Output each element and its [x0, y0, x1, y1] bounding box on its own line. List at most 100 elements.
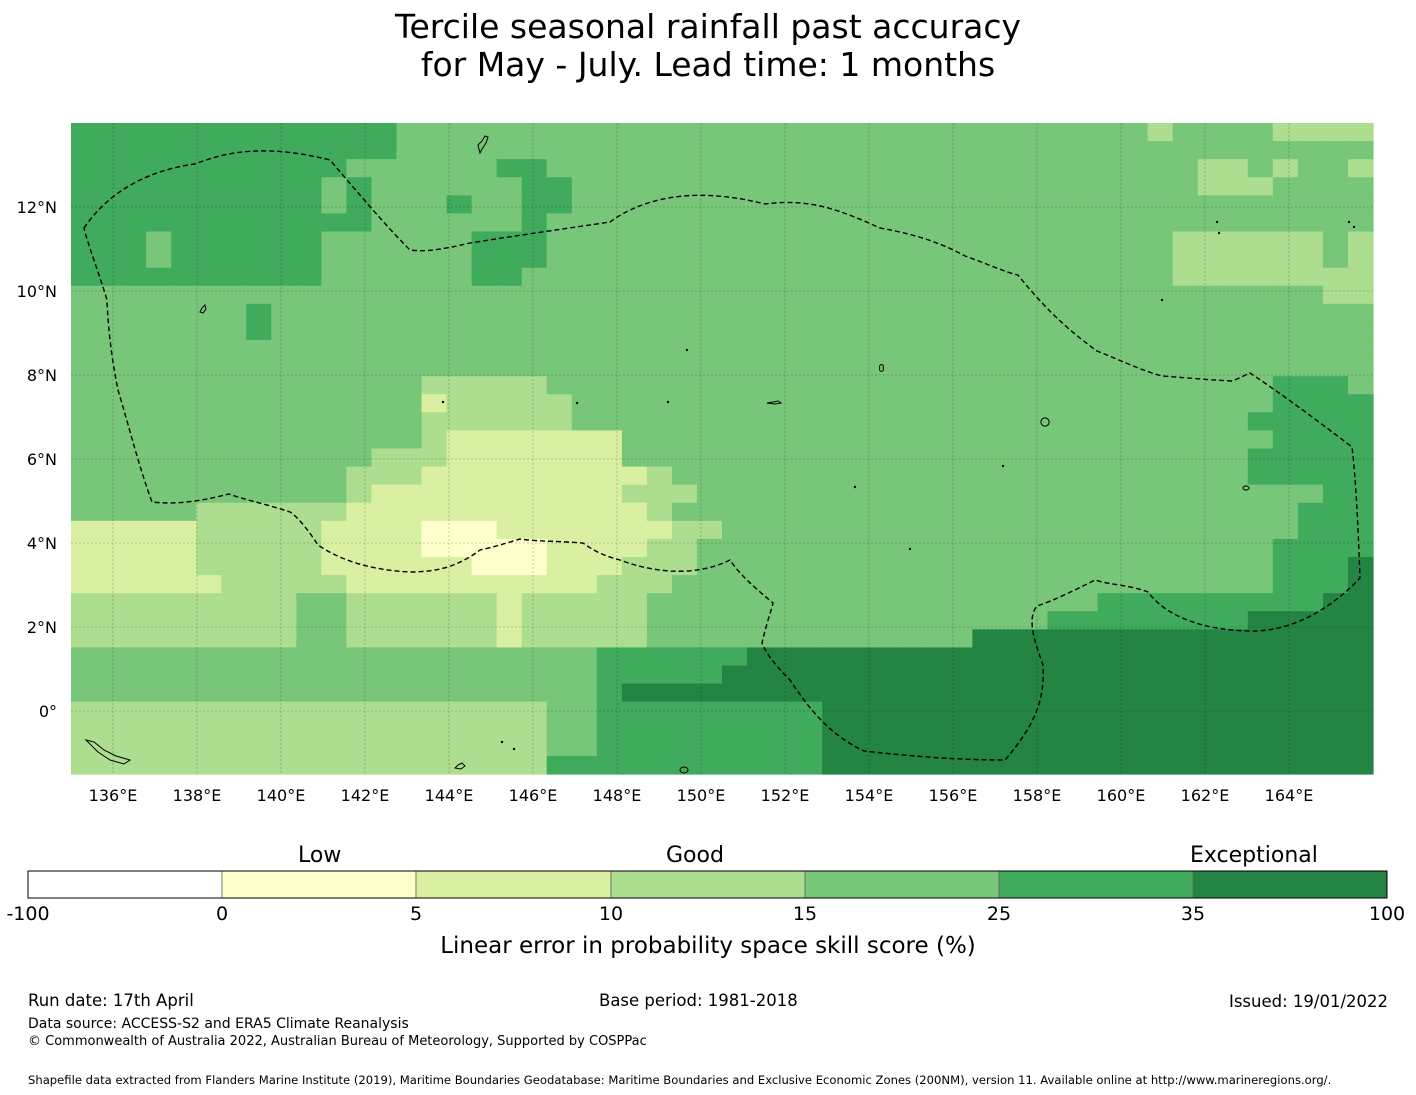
grid-cell	[1272, 267, 1299, 287]
grid-cell	[1147, 502, 1174, 522]
grid-cell	[722, 394, 748, 413]
grid-cell	[1122, 159, 1149, 178]
grid-cell	[371, 249, 398, 269]
grid-cell	[246, 303, 272, 323]
grid-cell	[822, 249, 848, 269]
grid-cell	[546, 484, 573, 504]
grid-cell	[1097, 701, 1124, 721]
grid-cell	[1147, 123, 1174, 142]
grid-cell	[1347, 141, 1374, 160]
grid-cell	[221, 376, 247, 395]
grid-cell	[1097, 430, 1124, 450]
grid-cell	[922, 267, 948, 287]
grid-cell	[997, 394, 1024, 413]
grid-cell	[797, 430, 823, 450]
grid-cell	[1097, 647, 1124, 667]
grid-cell	[271, 755, 297, 775]
grid-cell	[646, 249, 673, 269]
grid-cell	[471, 611, 498, 630]
grid-cell	[972, 665, 999, 685]
x-tick-label: 164°E	[1265, 786, 1314, 805]
grid-cell	[1097, 484, 1124, 504]
grid-cell	[922, 629, 948, 649]
grid-cell	[1222, 593, 1249, 612]
grid-cell	[571, 502, 598, 522]
grid-cell	[947, 430, 973, 450]
grid-cell	[146, 683, 172, 703]
grid-cell	[371, 448, 398, 468]
grid-cell	[421, 502, 448, 522]
grid-cell	[596, 719, 623, 739]
grid-cell	[496, 593, 523, 612]
grid-cell	[1022, 737, 1049, 757]
grid-cell	[96, 755, 122, 775]
grid-cell	[822, 719, 848, 739]
grid-cell	[221, 701, 247, 721]
grid-cell	[421, 430, 448, 450]
grid-cell	[1297, 177, 1324, 196]
grid-cell	[1047, 303, 1074, 323]
grid-cell	[321, 593, 348, 612]
grid-cell	[997, 430, 1024, 450]
grid-cell	[346, 267, 373, 287]
grid-cell	[1272, 520, 1299, 540]
grid-cell	[496, 701, 523, 721]
island-outline	[1242, 485, 1250, 491]
grid-cell	[471, 123, 498, 142]
grid-cell	[922, 249, 948, 269]
grid-cell	[1147, 538, 1174, 558]
grid-cell	[922, 321, 948, 341]
grid-cell	[496, 231, 523, 251]
grid-cell	[1122, 557, 1149, 576]
island-dot	[1347, 220, 1351, 224]
grid-cell	[521, 701, 548, 721]
grid-cell	[496, 303, 523, 323]
grid-cell	[1172, 195, 1199, 215]
grid-cell	[671, 701, 698, 721]
grid-cell	[1322, 755, 1349, 775]
grid-cell	[1322, 466, 1349, 486]
grid-cell	[1147, 629, 1174, 649]
grid-cell	[1272, 195, 1299, 215]
grid-cell	[421, 520, 448, 540]
grid-cell	[171, 593, 197, 612]
grid-cell	[1047, 593, 1074, 612]
grid-cell	[1222, 755, 1249, 775]
grid-cell	[897, 502, 923, 522]
grid-cell	[922, 159, 948, 178]
grid-cell	[196, 520, 222, 540]
grid-cell	[1347, 502, 1374, 522]
grid-cell	[1122, 466, 1149, 486]
grid-cell	[872, 502, 898, 522]
grid-cell	[1097, 285, 1124, 305]
grid-cell	[847, 484, 873, 504]
grid-cell	[646, 611, 673, 630]
grid-cell	[1072, 719, 1099, 739]
run-date: Run date: 17th April	[28, 991, 194, 1010]
grid-cell	[646, 213, 673, 233]
grid-cell	[997, 737, 1024, 757]
grid-cell	[196, 683, 222, 703]
grid-cell	[271, 141, 297, 160]
grid-cell	[71, 448, 97, 468]
grid-cell	[1097, 340, 1124, 359]
grid-cell	[621, 466, 648, 486]
grid-cell	[571, 340, 598, 359]
grid-cell	[1297, 520, 1324, 540]
grid-cell	[71, 249, 97, 269]
grid-cell	[1222, 177, 1249, 196]
grid-cell	[596, 502, 623, 522]
grid-cell	[271, 665, 297, 685]
grid-cell	[822, 159, 848, 178]
grid-cell	[146, 231, 172, 251]
grid-cell	[1072, 484, 1099, 504]
grid-cell	[1072, 376, 1099, 395]
grid-cell	[1247, 177, 1274, 196]
grid-cell	[171, 267, 197, 287]
grid-cell	[121, 285, 147, 305]
grid-cell	[747, 340, 773, 359]
grid-cell	[1022, 123, 1049, 142]
grid-cell	[922, 575, 948, 594]
grid-cell	[1197, 538, 1224, 558]
grid-cell	[1122, 593, 1149, 612]
